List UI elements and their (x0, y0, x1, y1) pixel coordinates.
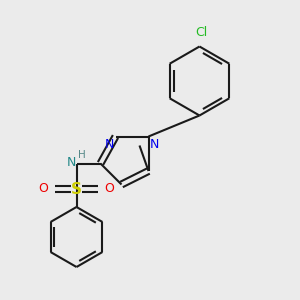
Text: O: O (38, 182, 48, 196)
Text: N: N (67, 156, 76, 169)
Text: H: H (78, 151, 86, 160)
Text: N: N (150, 138, 159, 151)
Text: N: N (105, 138, 114, 151)
Text: S: S (71, 182, 82, 196)
Text: Cl: Cl (195, 26, 207, 39)
Text: O: O (105, 182, 115, 196)
